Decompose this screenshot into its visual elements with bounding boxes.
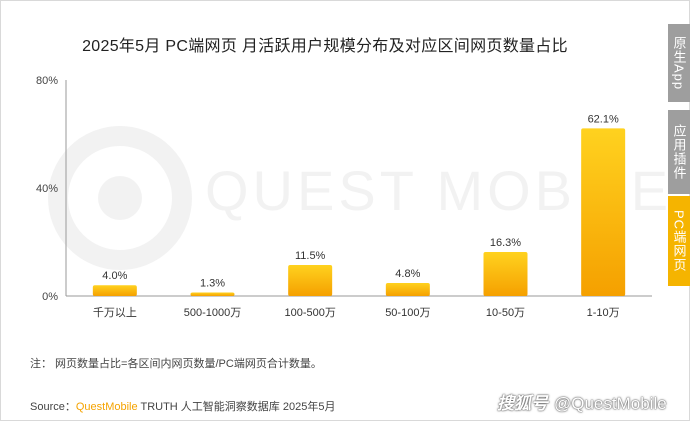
bar	[92, 285, 137, 296]
credit-handle: @QuestMobile	[554, 394, 667, 413]
x-tick-label: 100-500万	[284, 307, 335, 319]
x-tick-label: 50-100万	[385, 307, 430, 319]
bar	[385, 283, 430, 296]
bar-value-label: 4.0%	[102, 270, 127, 282]
tab-native-app[interactable]: 原生App	[668, 24, 690, 102]
bar-value-label: 11.5%	[295, 250, 326, 262]
y-tick-label: 80%	[36, 75, 58, 87]
y-tick-label: 40%	[36, 183, 58, 195]
credit: 搜狐号 @QuestMobile	[497, 389, 667, 414]
bar	[190, 292, 235, 296]
x-tick-label: 10-50万	[486, 307, 525, 319]
tab-pc-web[interactable]: PC端网页	[668, 196, 690, 286]
source-brand: QuestMobile	[75, 401, 138, 413]
x-tick-label: 1-10万	[587, 307, 620, 319]
footnote: 注： 网页数量占比=各区间内网页数量/PC端网页合计数量。	[30, 358, 322, 370]
bar-value-label: 62.1%	[588, 113, 619, 125]
bar	[581, 128, 626, 296]
bar	[483, 251, 528, 296]
bar	[288, 264, 333, 296]
x-tick-label: 500-1000万	[184, 307, 242, 319]
credit-logo: 搜狐号	[497, 394, 548, 413]
x-tick-label: 千万以上	[93, 306, 137, 319]
source-line: Source：QuestMobile TRUTH 人工智能洞察数据库 2025年…	[30, 398, 335, 414]
chart-title: 2025年5月 PC端网页 月活跃用户规模分布及对应区间网页数量占比	[82, 38, 568, 55]
source-prefix: Source：	[30, 401, 76, 413]
bar-value-label: 16.3%	[490, 237, 521, 249]
bar-value-label: 4.8%	[395, 268, 420, 280]
tab-app-plugin[interactable]: 应用插件	[668, 110, 690, 194]
source-rest: TRUTH 人工智能洞察数据库 2025年5月	[137, 401, 336, 413]
y-tick-label: 0%	[42, 291, 58, 303]
bar-value-label: 1.3%	[200, 277, 225, 289]
